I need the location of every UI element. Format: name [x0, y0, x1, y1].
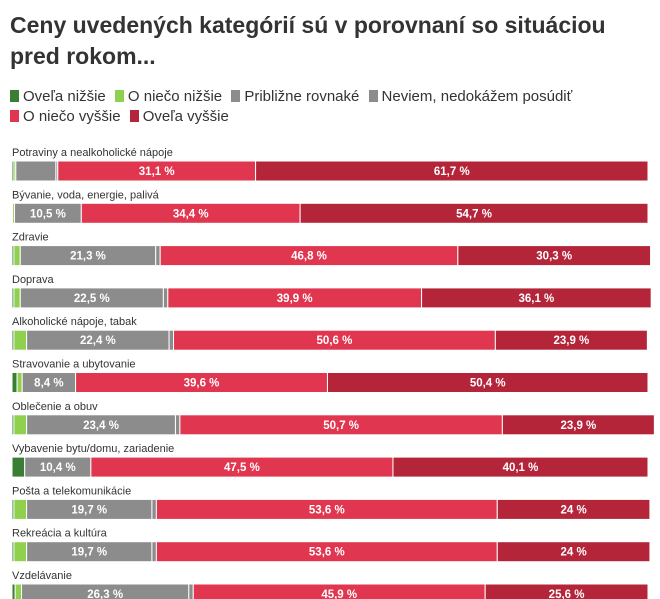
category-label: Doprava	[12, 274, 54, 286]
legend-item-dont-know[interactable]: Neviem, nedokážem posúdiť	[368, 87, 573, 107]
legend-swatch	[231, 90, 241, 102]
data-label: 45,9 %	[321, 589, 357, 599]
data-label: 25,6 %	[549, 589, 585, 599]
bar-segment[interactable]	[16, 372, 23, 393]
bar-segment[interactable]	[13, 287, 21, 309]
legend-item-much-higher[interactable]: Oveľa vyššie	[129, 107, 229, 127]
data-label: 40,1 %	[503, 462, 539, 474]
bar-segment[interactable]	[299, 202, 649, 224]
category-label: Stravovanie a ubytovanie	[12, 359, 136, 371]
data-label: 19,7 %	[71, 547, 107, 559]
data-label: 31,1 %	[139, 166, 175, 178]
data-label: 23,9 %	[560, 420, 596, 432]
data-label: 53,6 %	[309, 504, 345, 516]
category-label: Rekreácia a kultúra	[12, 528, 108, 540]
legend-item-slightly-lower[interactable]: O niečo nižšie	[114, 87, 223, 107]
data-label: 61,7 %	[434, 166, 470, 178]
category-label: Oblečenie a obuv	[12, 401, 98, 413]
bar-segment[interactable]	[168, 329, 175, 351]
data-label: 50,4 %	[470, 378, 506, 390]
data-label: 39,6 %	[184, 378, 220, 390]
bar-segment[interactable]	[13, 541, 28, 563]
category-label: Vzdelávanie	[12, 570, 72, 582]
bar-segment[interactable]	[13, 414, 28, 436]
data-label: 30,3 %	[536, 251, 572, 263]
bar-segment[interactable]	[13, 245, 21, 267]
stacked-bar-chart: Potraviny a nealkoholické nápoje 31,1 % 61…	[11, 147, 655, 599]
data-label: 22,5 %	[74, 293, 110, 305]
data-label: 23,9 %	[553, 335, 589, 347]
bar-segment[interactable]	[496, 498, 651, 520]
data-label: 19,7 %	[71, 504, 107, 516]
data-label: 10,4 %	[40, 462, 76, 474]
data-label: 53,6 %	[309, 547, 345, 559]
legend-swatch	[10, 90, 19, 102]
bar-segment[interactable]	[11, 372, 18, 393]
data-label: 24 %	[560, 504, 586, 516]
legend-item-much-lower[interactable]: Oveľa nižšie	[10, 87, 106, 107]
legend-item-about-same[interactable]: Približne rovnaké	[231, 87, 359, 107]
category-label: Bývanie, voda, energie, palivá	[12, 189, 160, 201]
bar-segment[interactable]	[392, 456, 649, 478]
data-label: 23,4 %	[83, 420, 119, 432]
legend-swatch	[114, 90, 124, 102]
bar-segment[interactable]	[151, 498, 157, 520]
category-label: Pošta a telekomunikácie	[12, 485, 131, 497]
category-label: Alkoholické nápoje, tabak	[12, 316, 137, 328]
data-label: 24 %	[560, 547, 586, 559]
bar-segment[interactable]	[326, 372, 649, 393]
bar-segment[interactable]	[188, 583, 194, 599]
legend-label: Oveľa vyššie	[142, 108, 229, 125]
bar-segment[interactable]	[501, 414, 655, 436]
legend: Oveľa nižšie O niečo nižšie Približne ro…	[10, 87, 650, 127]
category-label: Vybavenie bytu/domu, zariadenie	[12, 443, 174, 455]
bar-segment[interactable]	[151, 541, 157, 563]
bar-segment[interactable]	[155, 245, 161, 267]
bar-segment[interactable]	[457, 245, 652, 267]
data-label: 8,4 %	[34, 378, 63, 390]
bar-segment[interactable]	[11, 456, 26, 478]
bar-segment[interactable]	[255, 160, 649, 182]
category-label: Potraviny a nealkoholické nápoje	[12, 147, 173, 159]
data-label: 50,7 %	[323, 420, 359, 432]
legend-label: Oveľa nižšie	[23, 88, 106, 105]
bar-segment[interactable]	[162, 287, 169, 309]
bar-segment[interactable]	[15, 160, 57, 182]
data-label: 47,5 %	[224, 462, 260, 474]
legend-swatch	[10, 110, 19, 122]
bar-segment[interactable]	[14, 583, 23, 599]
data-label: 10,5 %	[30, 208, 66, 220]
legend-label: Neviem, nedokážem posúdiť	[381, 88, 573, 105]
bar-segment[interactable]	[13, 329, 28, 351]
data-label: 39,9 %	[277, 293, 313, 305]
bar-segment[interactable]	[13, 498, 28, 520]
legend-swatch	[368, 90, 378, 102]
data-label: 22,4 %	[80, 335, 116, 347]
legend-item-slightly-higher[interactable]: O niečo vyššie	[10, 107, 121, 127]
chart-title: Ceny uvedených kategórií sú v porovnaní …	[10, 12, 606, 69]
bar-segment[interactable]	[494, 329, 648, 351]
data-label: 46,8 %	[291, 251, 327, 263]
data-label: 50,6 %	[317, 335, 353, 347]
data-label: 26,3 %	[87, 589, 123, 599]
bar-segment[interactable]	[496, 541, 651, 563]
data-label: 54,7 %	[456, 208, 492, 220]
bar-segment[interactable]	[484, 583, 649, 599]
bar-segment[interactable]	[421, 287, 652, 309]
data-label: 36,1 %	[518, 293, 554, 305]
legend-label: O niečo nižšie	[127, 88, 223, 105]
legend-label: Približne rovnaké	[244, 88, 360, 105]
category-label: Zdravie	[12, 232, 49, 244]
data-label: 34,4 %	[173, 208, 209, 220]
data-label: 21,3 %	[70, 251, 106, 263]
bar-segment[interactable]	[174, 414, 181, 436]
legend-label: O niečo vyššie	[23, 108, 121, 125]
legend-swatch	[129, 110, 139, 122]
